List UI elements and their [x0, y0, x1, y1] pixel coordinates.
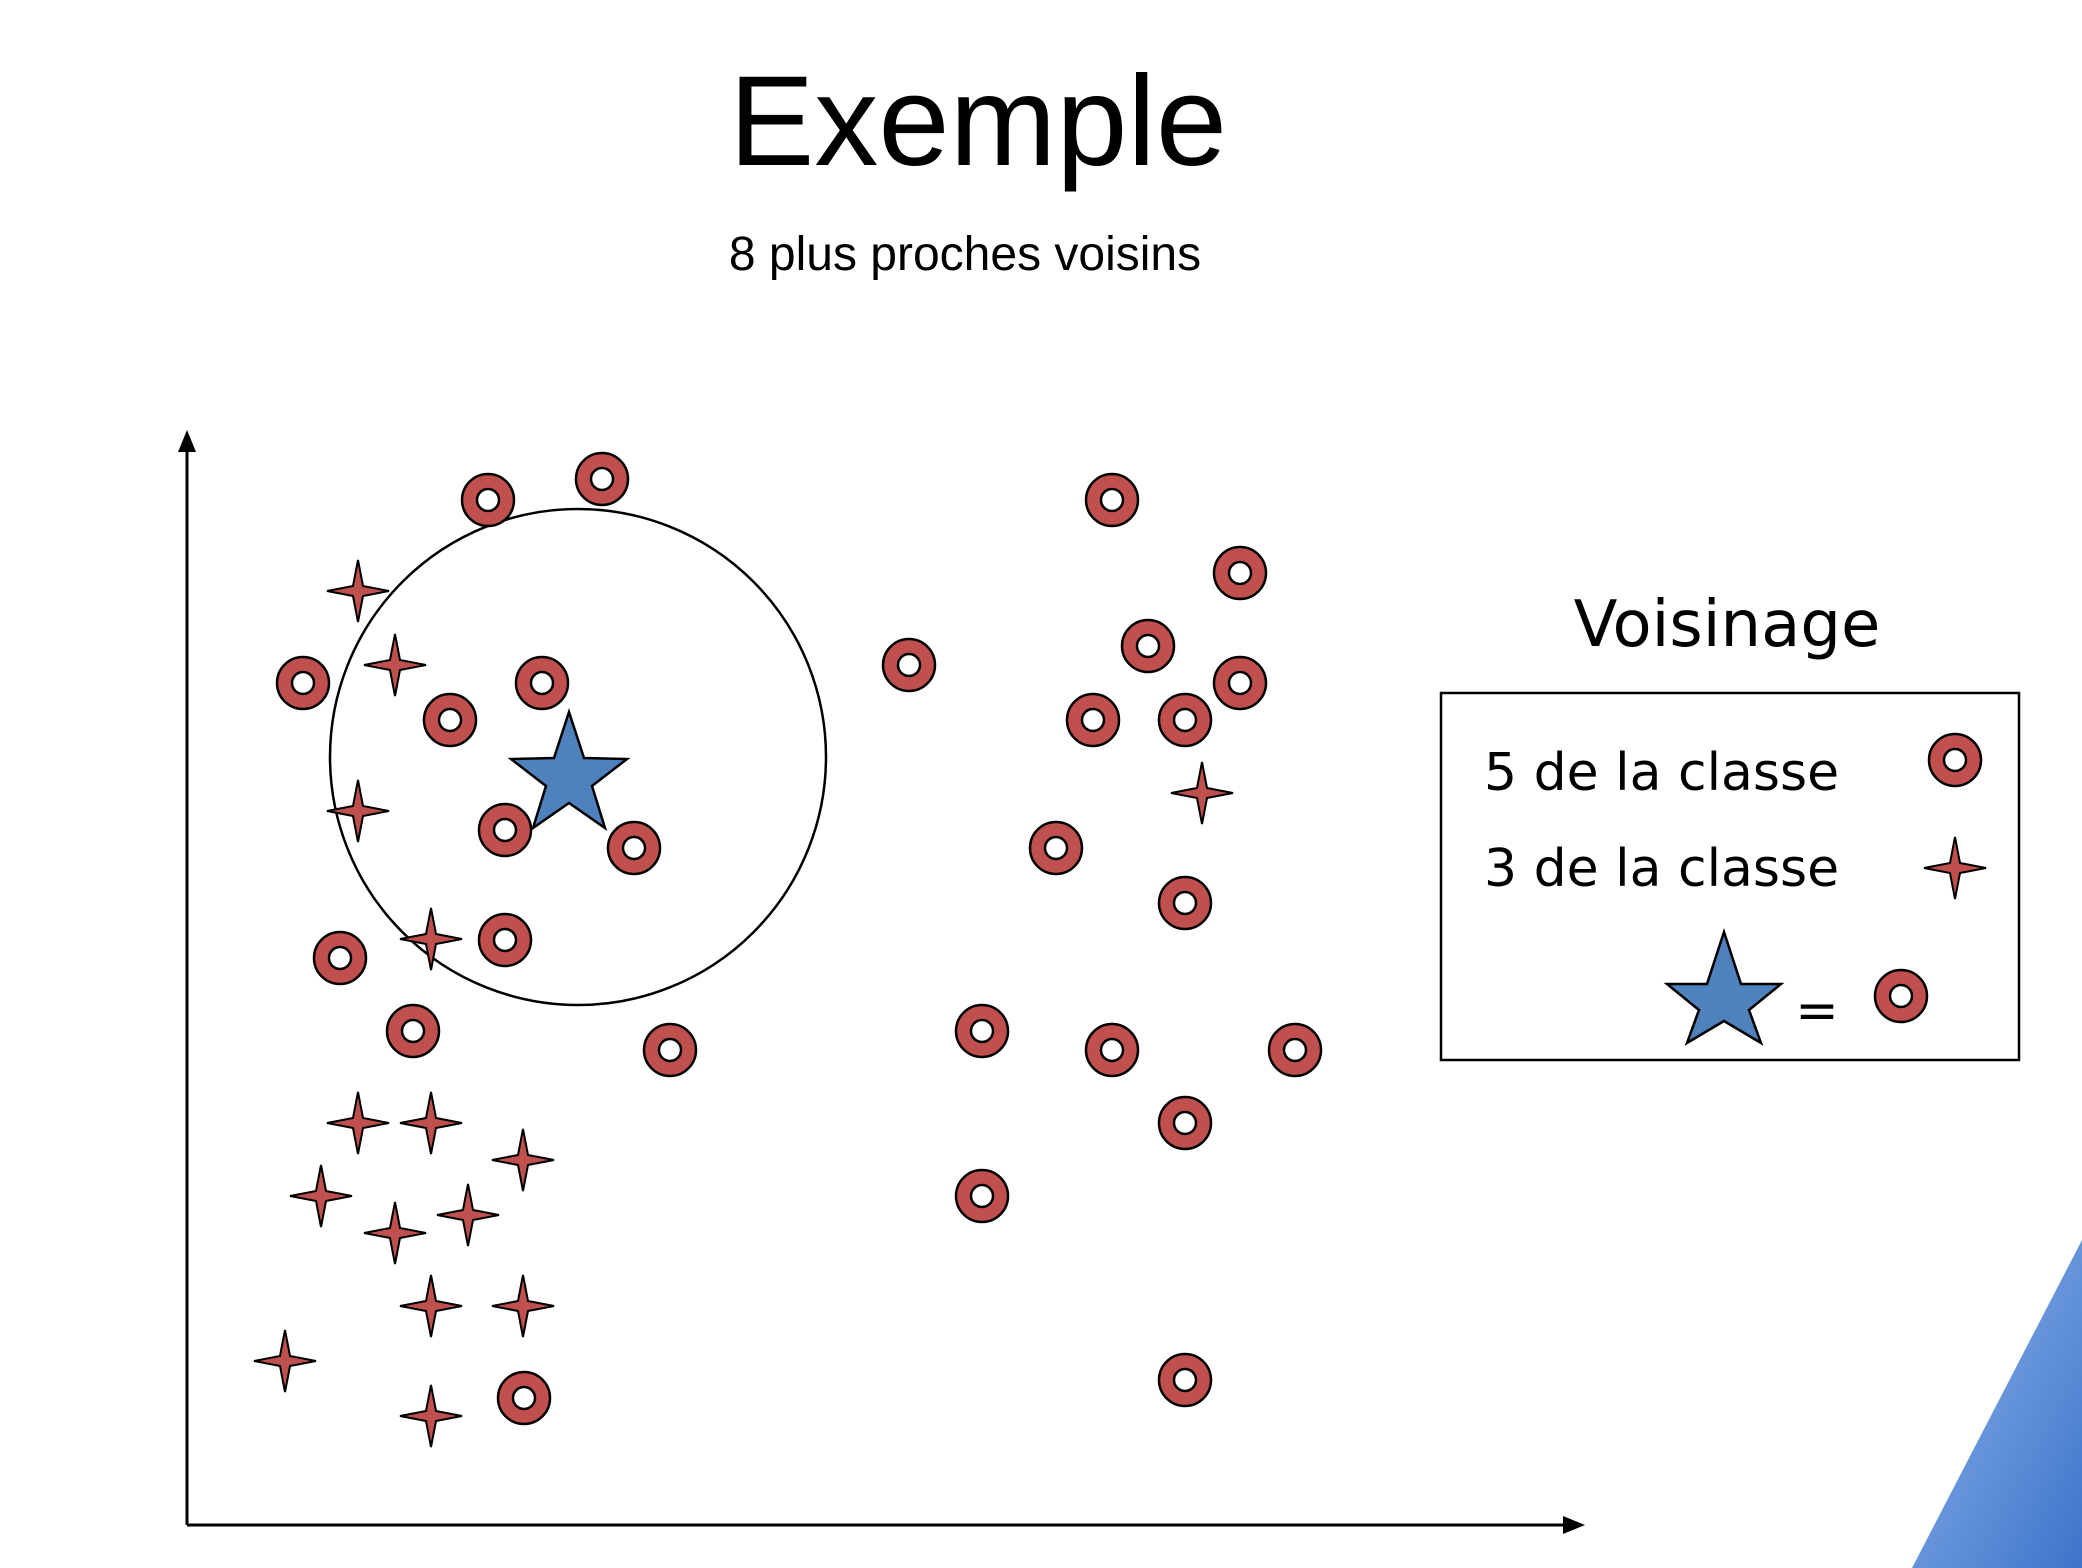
ring-point	[1267, 1022, 1323, 1078]
spark-point	[326, 559, 390, 623]
ring-point	[642, 1022, 698, 1078]
spark-point	[253, 1329, 317, 1393]
query-star-icon	[507, 707, 631, 832]
ring-point	[477, 802, 533, 858]
ring-point	[881, 637, 937, 693]
legend: Voisinage 5 de la classe 3 de la classe …	[1439, 588, 2021, 1062]
legend-heading: Voisinage	[1574, 588, 1881, 662]
spark-point	[1170, 761, 1234, 825]
y-axis-arrow-icon	[178, 430, 196, 452]
spark-point	[363, 633, 427, 697]
neighbourhood-circle	[328, 507, 828, 1007]
legend-ring-icon	[1927, 732, 1983, 788]
spark-point	[399, 1384, 463, 1448]
ring-point	[574, 451, 630, 507]
page-title: Exemple	[729, 50, 1227, 193]
ring-point	[606, 820, 662, 876]
ring-point	[1157, 1352, 1213, 1408]
ring-point	[1084, 472, 1140, 528]
spark-point	[326, 1091, 390, 1155]
legend-query-star-icon	[1663, 927, 1785, 1046]
ring-point	[954, 1003, 1010, 1059]
spark-point	[363, 1201, 427, 1265]
ring-point	[1120, 618, 1176, 674]
ring-point	[1065, 692, 1121, 748]
spark-point	[326, 779, 390, 843]
ring-point	[1157, 692, 1213, 748]
ring-point	[312, 930, 368, 986]
ring-point	[514, 655, 570, 711]
ring-point	[1157, 1095, 1213, 1151]
spark-point	[399, 907, 463, 971]
legend-result-ring-icon	[1873, 968, 1929, 1024]
ring-point	[1157, 875, 1213, 931]
spark-point	[399, 1091, 463, 1155]
ring-point	[1028, 820, 1084, 876]
page-subtitle: 8 plus proches voisins	[729, 228, 1201, 281]
spark-point	[399, 1274, 463, 1338]
ring-point	[460, 472, 516, 528]
legend-equals-sign: =	[1795, 981, 1839, 1041]
legend-row-ring-label: 5 de la classe	[1484, 743, 1839, 803]
corner-triangle-decoration	[1912, 1240, 2082, 1568]
spark-point	[491, 1128, 555, 1192]
spark-point	[491, 1274, 555, 1338]
axes	[178, 430, 1585, 1534]
spark-point	[436, 1183, 500, 1247]
ring-point	[1212, 655, 1268, 711]
ring-point	[275, 655, 331, 711]
legend-row-spark-label: 3 de la classe	[1484, 839, 1839, 899]
ring-point	[477, 912, 533, 968]
ring-point	[385, 1003, 441, 1059]
x-axis-arrow-icon	[1563, 1516, 1585, 1534]
spark-class-points	[253, 559, 1234, 1448]
ring-point	[1212, 545, 1268, 601]
ring-point	[954, 1168, 1010, 1224]
spark-point	[289, 1164, 353, 1228]
ring-point	[496, 1370, 552, 1426]
ring-point	[422, 692, 478, 748]
ring-point	[1084, 1022, 1140, 1078]
